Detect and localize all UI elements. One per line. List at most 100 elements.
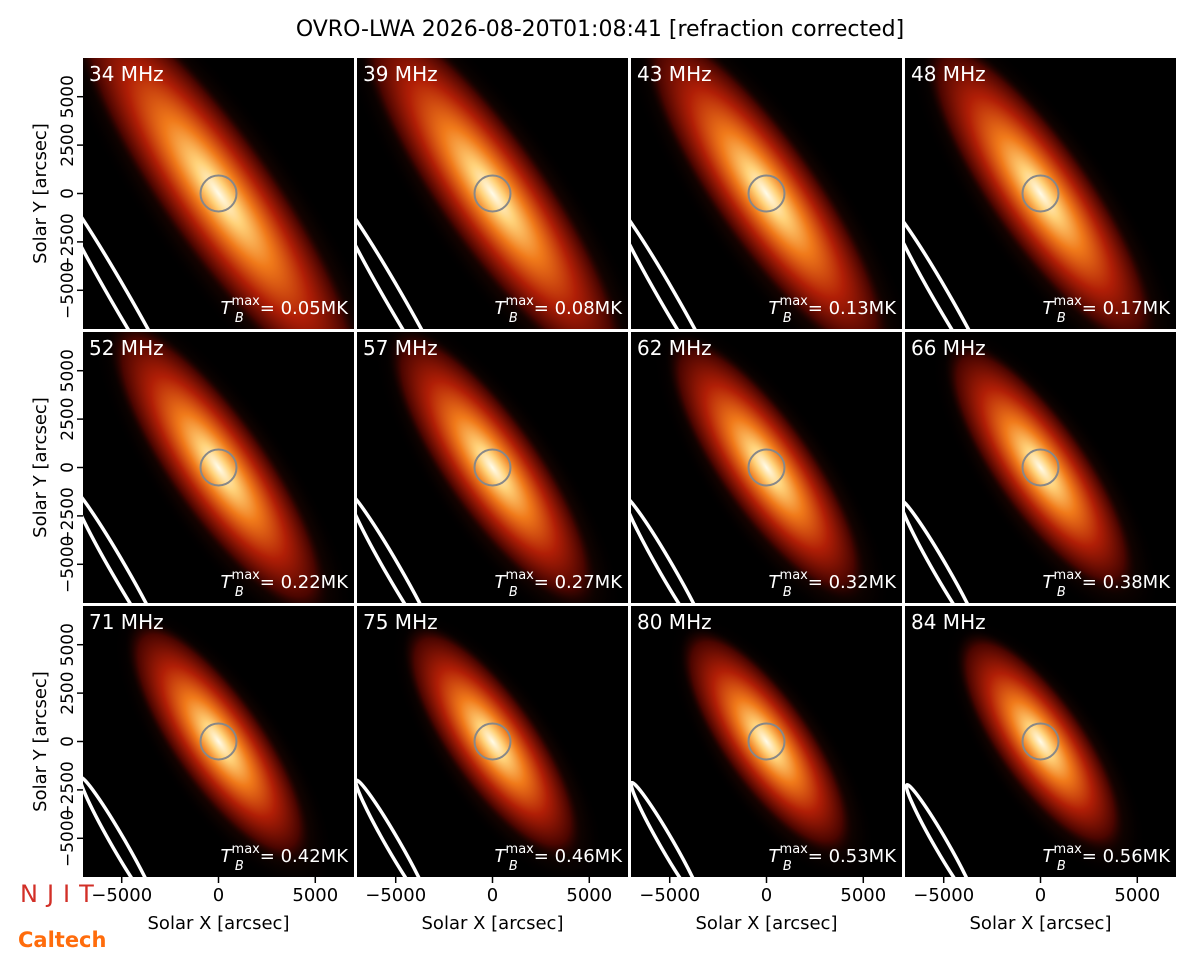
tb-value: = 0.32MK [808, 572, 897, 593]
beam [631, 198, 725, 329]
tb-superscript: max [232, 294, 261, 309]
x-axis-label: Solar X [arcsec] [422, 913, 564, 934]
y-axis-label: Solar Y [arcsec] [30, 671, 51, 812]
tb-superscript: max [506, 842, 535, 857]
tb-symbol: T [495, 572, 508, 593]
beam [905, 783, 978, 877]
frequency-label: 75 MHz [363, 610, 438, 634]
tb-superscript: max [506, 568, 535, 583]
tb-value: = 0.27MK [534, 572, 623, 593]
tb-subscript: B [235, 311, 244, 326]
tb-max-label: Tmax B = 0.17MK [1043, 294, 1172, 326]
solar-disk [1021, 722, 1060, 761]
y-tick-label: −5000 [58, 262, 78, 320]
emission [677, 624, 856, 859]
panel [631, 332, 902, 603]
tb-value: = 0.17MK [1082, 298, 1171, 319]
tb-max-label: Tmax B = 0.22MK [221, 568, 350, 600]
beam [357, 188, 456, 329]
frequency-label: 62 MHz [637, 336, 712, 360]
tb-symbol: T [1043, 572, 1056, 593]
frequency-label: 71 MHz [89, 610, 164, 634]
emission [83, 58, 354, 329]
emission [664, 332, 869, 603]
panel [357, 332, 628, 603]
y-tick-label: 0 [58, 188, 78, 199]
frequency-label: 34 MHz [89, 62, 164, 86]
tb-symbol: T [221, 298, 234, 319]
tb-symbol: T [769, 298, 782, 319]
emission [385, 332, 600, 603]
solar-disk [747, 448, 786, 487]
beam [631, 494, 712, 603]
y-tick-label: 5000 [58, 75, 78, 118]
beam [905, 498, 984, 603]
frequency-label: 80 MHz [637, 610, 712, 634]
y-tick-label: 0 [58, 736, 78, 747]
y-tick-label: −2500 [58, 487, 78, 545]
tb-superscript: max [1054, 568, 1083, 583]
tb-max-label: Tmax B = 0.13MK [769, 294, 898, 326]
panel [83, 332, 354, 603]
x-tick-label: −5000 [639, 885, 700, 906]
y-tick-label: 2500 [58, 397, 78, 440]
tb-value: = 0.08MK [534, 298, 623, 319]
x-tick-label: 0 [1035, 885, 1046, 906]
beam [83, 177, 189, 329]
tb-value: = 0.13MK [808, 298, 897, 319]
beam [83, 485, 169, 603]
y-tick-label: 5000 [58, 349, 78, 392]
beam [631, 780, 705, 877]
tb-max-label: Tmax B = 0.05MK [221, 294, 350, 326]
tb-subscript: B [509, 859, 518, 874]
x-axis-label: Solar X [arcsec] [696, 913, 838, 934]
tb-superscript: max [506, 294, 535, 309]
tb-subscript: B [783, 859, 792, 874]
frequency-label: 57 MHz [363, 336, 438, 360]
tb-subscript: B [783, 585, 792, 600]
panel [905, 332, 1176, 603]
tb-value: = 0.22MK [260, 572, 349, 593]
x-tick-label: −5000 [913, 885, 974, 906]
tb-superscript: max [1054, 842, 1083, 857]
tb-superscript: max [1054, 294, 1083, 309]
x-tick-label: 5000 [566, 885, 612, 906]
solar-disk [199, 174, 238, 213]
panel [357, 606, 628, 877]
panel [631, 606, 902, 877]
emission [357, 58, 628, 329]
tb-value: = 0.05MK [260, 298, 349, 319]
solar-disk [473, 448, 512, 487]
y-axis-label: Solar Y [arcsec] [30, 397, 51, 538]
tb-max-label: Tmax B = 0.42MK [221, 842, 350, 874]
tb-value: = 0.42MK [260, 846, 349, 867]
x-tick-label: 0 [487, 885, 498, 906]
tb-symbol: T [1043, 298, 1056, 319]
tb-subscript: B [1057, 585, 1066, 600]
njit-logo: NJIT [20, 880, 103, 908]
tb-max-label: Tmax B = 0.32MK [769, 568, 898, 600]
emission [105, 332, 332, 603]
tb-superscript: max [232, 842, 261, 857]
tb-max-label: Tmax B = 0.46MK [495, 842, 624, 874]
panel [357, 58, 628, 329]
beam [357, 778, 433, 877]
tb-max-label: Tmax B = 0.53MK [769, 842, 898, 874]
tb-symbol: T [495, 298, 508, 319]
panel [83, 58, 354, 329]
tb-max-label: Tmax B = 0.27MK [495, 568, 624, 600]
solar-disk [1021, 174, 1060, 213]
figure-title: OVRO-LWA 2026-08-20T01:08:41 [refraction… [296, 17, 904, 42]
tb-superscript: max [780, 842, 809, 857]
y-tick-label: 2500 [58, 123, 78, 166]
solar-disk [473, 722, 512, 761]
frequency-label: 52 MHz [89, 336, 164, 360]
beam [83, 775, 160, 877]
caltech-logo: Caltech [18, 928, 106, 952]
emission [942, 336, 1139, 599]
tb-symbol: T [1043, 846, 1056, 867]
solar-disk [747, 722, 786, 761]
tb-subscript: B [235, 585, 244, 600]
